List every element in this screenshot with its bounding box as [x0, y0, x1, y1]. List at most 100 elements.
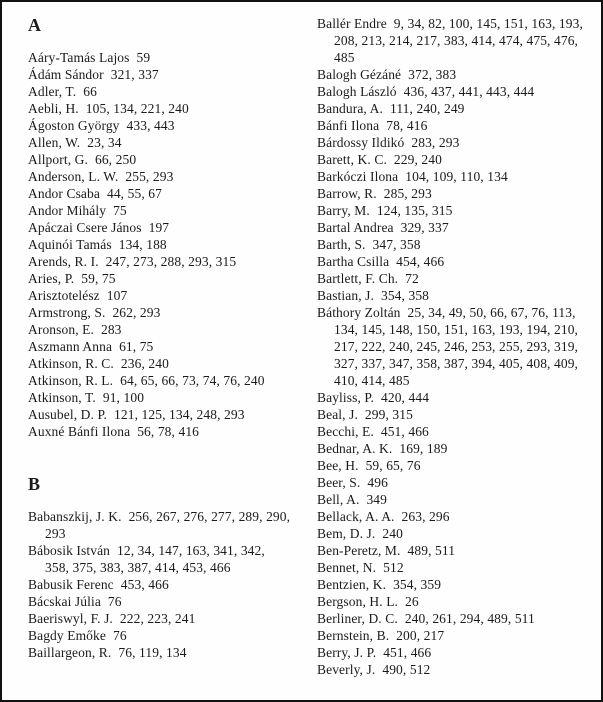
entry-name: Adler, T. — [28, 84, 77, 99]
index-entry: Balogh László 436, 437, 441, 443, 444 — [317, 83, 595, 100]
entry-pages: 240, 261, 294, 489, 511 — [404, 611, 535, 626]
index-entry: Allport, G. 66, 250 — [28, 151, 291, 168]
index-entry: Atkinson, R. C. 236, 240 — [28, 355, 291, 372]
entry-name: Allport, G. — [28, 152, 88, 167]
entry-pages: 496 — [367, 475, 388, 490]
entry-pages: 169, 189 — [399, 441, 448, 456]
entry-pages: 262, 293 — [112, 305, 161, 320]
entry-pages: 347, 358 — [372, 237, 421, 252]
index-entry: Adler, T. 66 — [28, 83, 291, 100]
entry-name: Arends, R. I. — [28, 254, 99, 269]
entry-name: Andor Mihály — [28, 203, 107, 218]
index-entry: Apáczai Csere János 197 — [28, 219, 291, 236]
index-entry: Bandura, A. 111, 240, 249 — [317, 100, 595, 117]
index-entry: Bee, H. 59, 65, 76 — [317, 457, 595, 474]
entry-pages: 59, 75 — [81, 271, 116, 286]
entry-name: Bartal Andrea — [317, 220, 394, 235]
entry-pages: 436, 437, 441, 443, 444 — [403, 84, 535, 99]
entry-pages: 66, 250 — [94, 152, 137, 167]
index-entry: Beer, S. 496 — [317, 474, 595, 491]
entry-name: Bednar, A. K. — [317, 441, 393, 456]
entry-pages: 111, 240, 249 — [389, 101, 465, 116]
entry-pages: 76 — [107, 594, 122, 609]
entry-name: Barrow, R. — [317, 186, 377, 201]
index-entry: Ágoston György 433, 443 — [28, 117, 291, 134]
index-entry: Atkinson, T. 91, 100 — [28, 389, 291, 406]
entry-name: Bartha Csilla — [317, 254, 390, 269]
entry-name: Babanszkij, J. K. — [28, 509, 122, 524]
entry-pages: 285, 293 — [383, 186, 432, 201]
index-entry: Armstrong, S. 262, 293 — [28, 304, 291, 321]
entry-name: Bandura, A. — [317, 101, 383, 116]
index-entry: Bábosik István 12, 34, 147, 163, 341, 342… — [28, 542, 291, 576]
index-entry: Atkinson, R. L. 64, 65, 66, 73, 74, 76, 2… — [28, 372, 291, 389]
entry-name: Beal, J. — [317, 407, 358, 422]
entry-pages: 59, 65, 76 — [365, 458, 421, 473]
index-entry: Barth, S. 347, 358 — [317, 236, 595, 253]
entry-name: Aronson, E. — [28, 322, 94, 337]
entry-name: Bagdy Emőke — [28, 628, 106, 643]
index-entry: Barrow, R. 285, 293 — [317, 185, 595, 202]
index-entry: Aries, P. 59, 75 — [28, 270, 291, 287]
entry-name: Bábosik István — [28, 543, 111, 558]
section-letter-heading: B — [28, 474, 41, 494]
entry-pages: 283, 293 — [411, 135, 460, 150]
index-entry: Allen, W. 23, 34 — [28, 134, 291, 151]
index-entry: Aronson, E. 283 — [28, 321, 291, 338]
index-entry: Bell, A. 349 — [317, 491, 595, 508]
entry-name: Ágoston György — [28, 118, 120, 133]
entry-pages: 247, 273, 288, 293, 315 — [105, 254, 237, 269]
entry-pages: 124, 135, 315 — [376, 203, 453, 218]
index-entry: Bergson, H. L. 26 — [317, 593, 595, 610]
entry-name: Aries, P. — [28, 271, 75, 286]
index-entry: Berliner, D. C. 240, 261, 294, 489, 511 — [317, 610, 595, 627]
entry-name: Barett, K. C. — [317, 152, 387, 167]
index-entry: Báthory Zoltán 25, 34, 49, 50, 66, 67, 76… — [317, 304, 595, 389]
entry-pages: 75 — [113, 203, 127, 218]
entry-pages: 354, 359 — [393, 577, 442, 592]
entry-name: Bernstein, B. — [317, 628, 390, 643]
entry-name: Berry, J. P. — [317, 645, 377, 660]
index-entry: Bánfi Ilona 78, 416 — [317, 117, 595, 134]
index-entry: Auxné Bánfi Ilona 56, 78, 416 — [28, 423, 291, 440]
entry-pages: 76 — [112, 628, 127, 643]
entry-name: Bell, A. — [317, 492, 360, 507]
entry-pages: 76, 119, 134 — [118, 645, 187, 660]
entry-pages: 105, 134, 221, 240 — [85, 101, 189, 116]
index-entry: Babusik Ferenc 453, 466 — [28, 576, 291, 593]
index-column-right: Ballér Endre 9, 34, 82, 100, 145, 151, 16… — [317, 15, 595, 678]
entry-pages: 197 — [148, 220, 170, 235]
entry-name: Bánfi Ilona — [317, 118, 380, 133]
index-entry: Bastian, J. 354, 358 — [317, 287, 595, 304]
entry-name: Arisztotelész — [28, 288, 100, 303]
entry-pages: 453, 466 — [120, 577, 169, 592]
entry-name: Báthory Zoltán — [317, 305, 401, 320]
entry-name: Ádám Sándor — [28, 67, 104, 82]
entry-pages: 321, 337 — [110, 67, 159, 82]
entry-name: Bácskai Júlia — [28, 594, 101, 609]
index-column-left: A Aáry-Tamás Lajos 59 Ádám Sándor 321, 337 Ad… — [28, 15, 291, 661]
index-entry: Beal, J. 299, 315 — [317, 406, 595, 423]
entry-name: Ausubel, D. P. — [28, 407, 108, 422]
entry-pages: 255, 293 — [125, 169, 174, 184]
index-entry: Ballér Endre 9, 34, 82, 100, 145, 151, 16… — [317, 15, 595, 66]
entry-name: Aszmann Anna — [28, 339, 113, 354]
index-entry: Ausubel, D. P. 121, 125, 134, 248, 293 — [28, 406, 291, 423]
entry-pages: 121, 125, 134, 248, 293 — [114, 407, 245, 422]
entry-name: Beer, S. — [317, 475, 361, 490]
entry-name: Bartlett, F. Ch. — [317, 271, 399, 286]
entry-name: Atkinson, R. C. — [28, 356, 114, 371]
entry-name: Atkinson, R. L. — [28, 373, 114, 388]
entry-name: Babusik Ferenc — [28, 577, 114, 592]
entry-pages: 12, 34, 147, 163, 341, 342, 358, 375, 38… — [45, 543, 265, 575]
entry-pages: 451, 466 — [380, 424, 429, 439]
entry-name: Ben-Peretz, M. — [317, 543, 401, 558]
index-entry: Anderson, L. W. 255, 293 — [28, 168, 291, 185]
entry-name: Baillargeon, R. — [28, 645, 112, 660]
section-letter-heading: A — [28, 15, 42, 35]
entry-pages: 200, 217 — [396, 628, 445, 643]
index-entry: Andor Mihály 75 — [28, 202, 291, 219]
entry-name: Bem, D. J. — [317, 526, 376, 541]
index-entry: Arends, R. I. 247, 273, 288, 293, 315 — [28, 253, 291, 270]
